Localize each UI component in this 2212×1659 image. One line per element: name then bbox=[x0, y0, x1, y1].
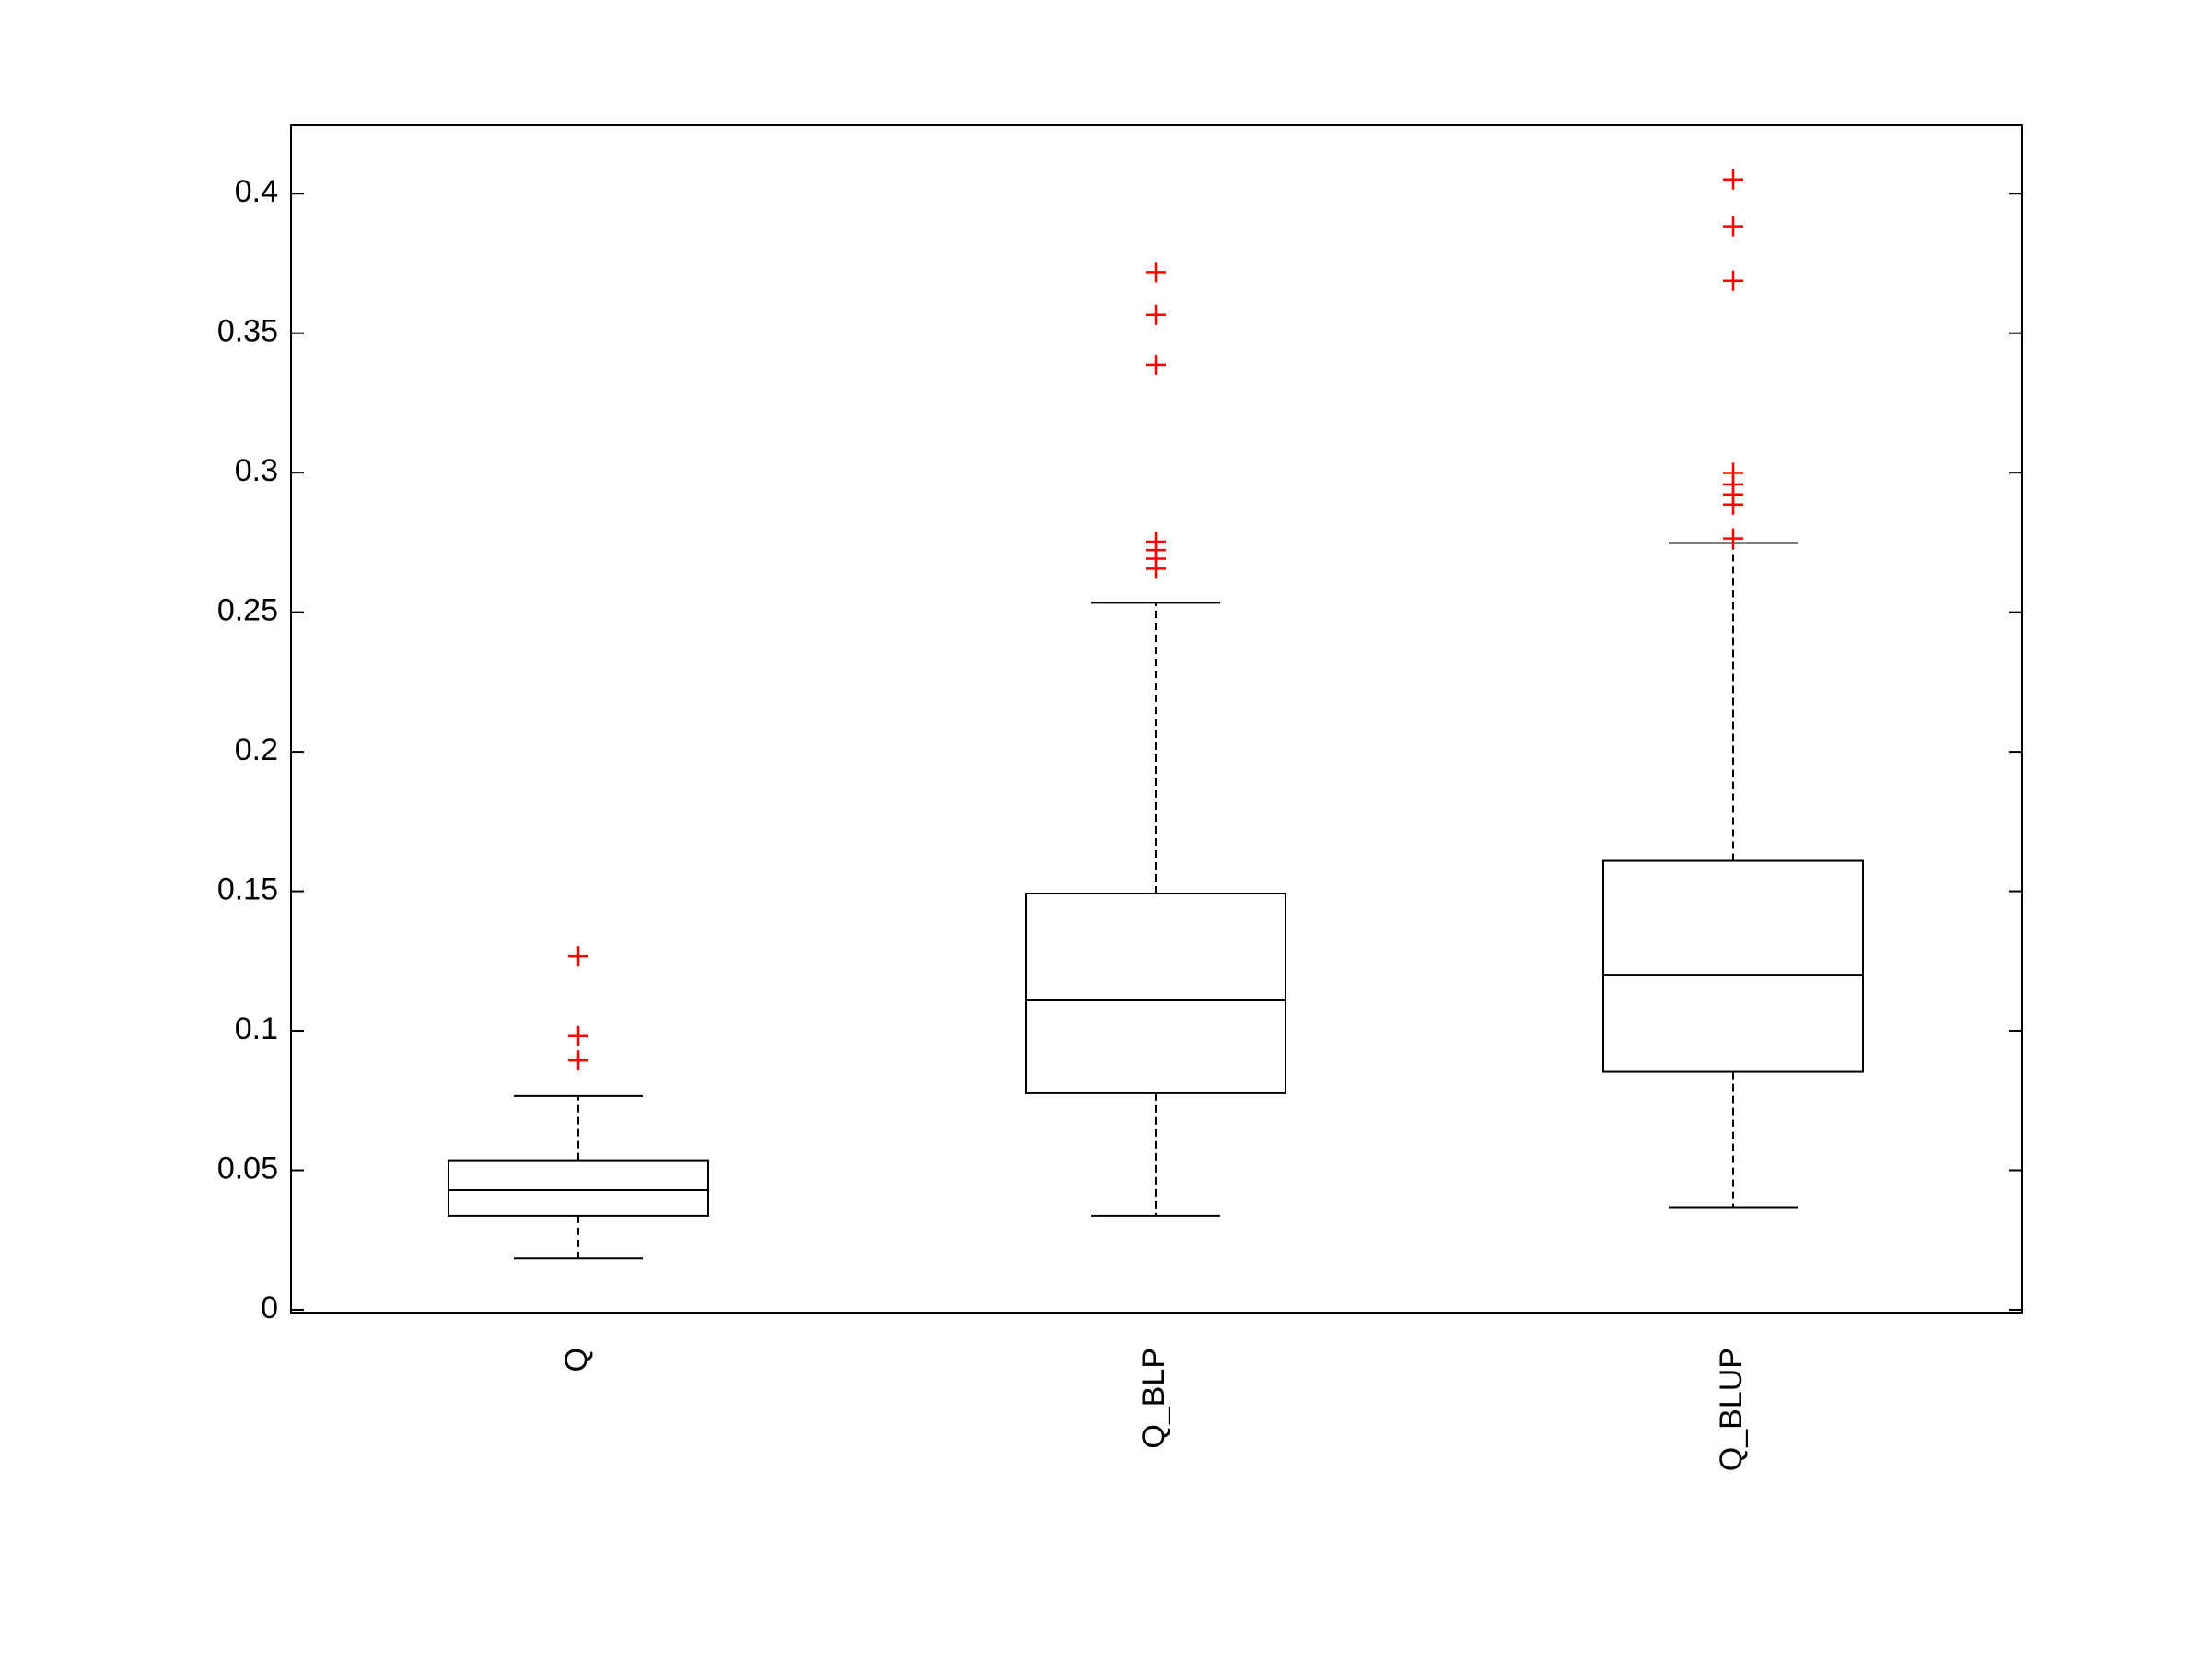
outlier bbox=[568, 1025, 588, 1046]
outlier bbox=[1146, 262, 1166, 283]
x-tick-label: Q_BLUP bbox=[1714, 1348, 1749, 1471]
outlier bbox=[1723, 528, 1743, 549]
outlier bbox=[1723, 169, 1743, 190]
y-tick-label: 0.2 bbox=[235, 732, 278, 767]
y-tick-label: 0.1 bbox=[235, 1011, 278, 1046]
outlier bbox=[1146, 304, 1166, 325]
y-tick-label: 0.25 bbox=[217, 593, 278, 628]
outlier bbox=[1723, 270, 1743, 291]
plot-frame bbox=[290, 124, 2023, 1314]
outlier bbox=[568, 946, 588, 967]
y-tick-label: 0.15 bbox=[217, 872, 278, 907]
y-tick-label: 0.3 bbox=[235, 453, 278, 488]
outlier bbox=[1146, 354, 1166, 375]
y-tick-label: 0.05 bbox=[217, 1151, 278, 1186]
y-tick-label: 0.35 bbox=[217, 314, 278, 349]
outlier bbox=[568, 1050, 588, 1071]
y-tick-label: 0.4 bbox=[235, 174, 278, 209]
x-tick-label: Q_BLP bbox=[1136, 1348, 1171, 1449]
box bbox=[448, 1159, 709, 1217]
outlier bbox=[1723, 216, 1743, 237]
box bbox=[1025, 892, 1286, 1094]
outlier bbox=[1723, 494, 1743, 515]
x-tick-label: Q bbox=[559, 1348, 594, 1372]
y-tick-label: 0 bbox=[261, 1291, 278, 1326]
outlier bbox=[1146, 558, 1166, 579]
box bbox=[1602, 859, 1864, 1073]
